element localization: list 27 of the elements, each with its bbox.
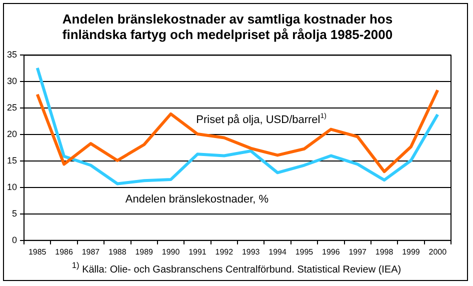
x-tick-label: 1997 — [348, 247, 368, 256]
x-tick-label: 1998 — [375, 247, 394, 256]
x-tick-label: 1987 — [82, 247, 100, 256]
x-tick-label: 1989 — [135, 247, 154, 256]
x-tick-label: 1993 — [242, 247, 260, 256]
x-tick-label: 2000 — [428, 247, 448, 256]
x-tick-label: 1986 — [55, 247, 74, 256]
y-tick-label: 5 — [12, 208, 18, 218]
y-tick-label: 10 — [6, 182, 18, 192]
x-tick-label: 1992 — [215, 247, 234, 256]
x-tick-label: 1995 — [295, 247, 314, 256]
chart-title: Andelen bränslekostnader av samtliga kostnader hos finländska fartyg och medelpriset på råolja 1985-2000 — [62, 11, 393, 42]
x-tick-label: 1990 — [162, 247, 180, 256]
x-tick-label: 1999 — [402, 247, 420, 256]
y-tick-label: 20 — [6, 129, 18, 140]
y-tick-label: 30 — [6, 76, 18, 86]
x-tick-label: 1996 — [322, 247, 340, 256]
x-tick-label: 1985 — [28, 247, 47, 256]
y-tick-label: 0 — [12, 234, 18, 245]
series-label: Andelen bränslekostnader, % — [125, 194, 269, 206]
y-tick-label: 25 — [6, 102, 18, 113]
text: $^{1)}$ Källa: Olie- och Gasbranschens Centralförbund. Statistical Review (IEA) — [70, 260, 402, 276]
y-tick-label: 15 — [6, 156, 18, 166]
x-tick-label: 1991 — [188, 247, 207, 256]
x-tick-label: 1994 — [268, 247, 287, 256]
x-tick-label: 1988 — [108, 247, 127, 256]
y-tick-label: 35 — [6, 50, 18, 60]
